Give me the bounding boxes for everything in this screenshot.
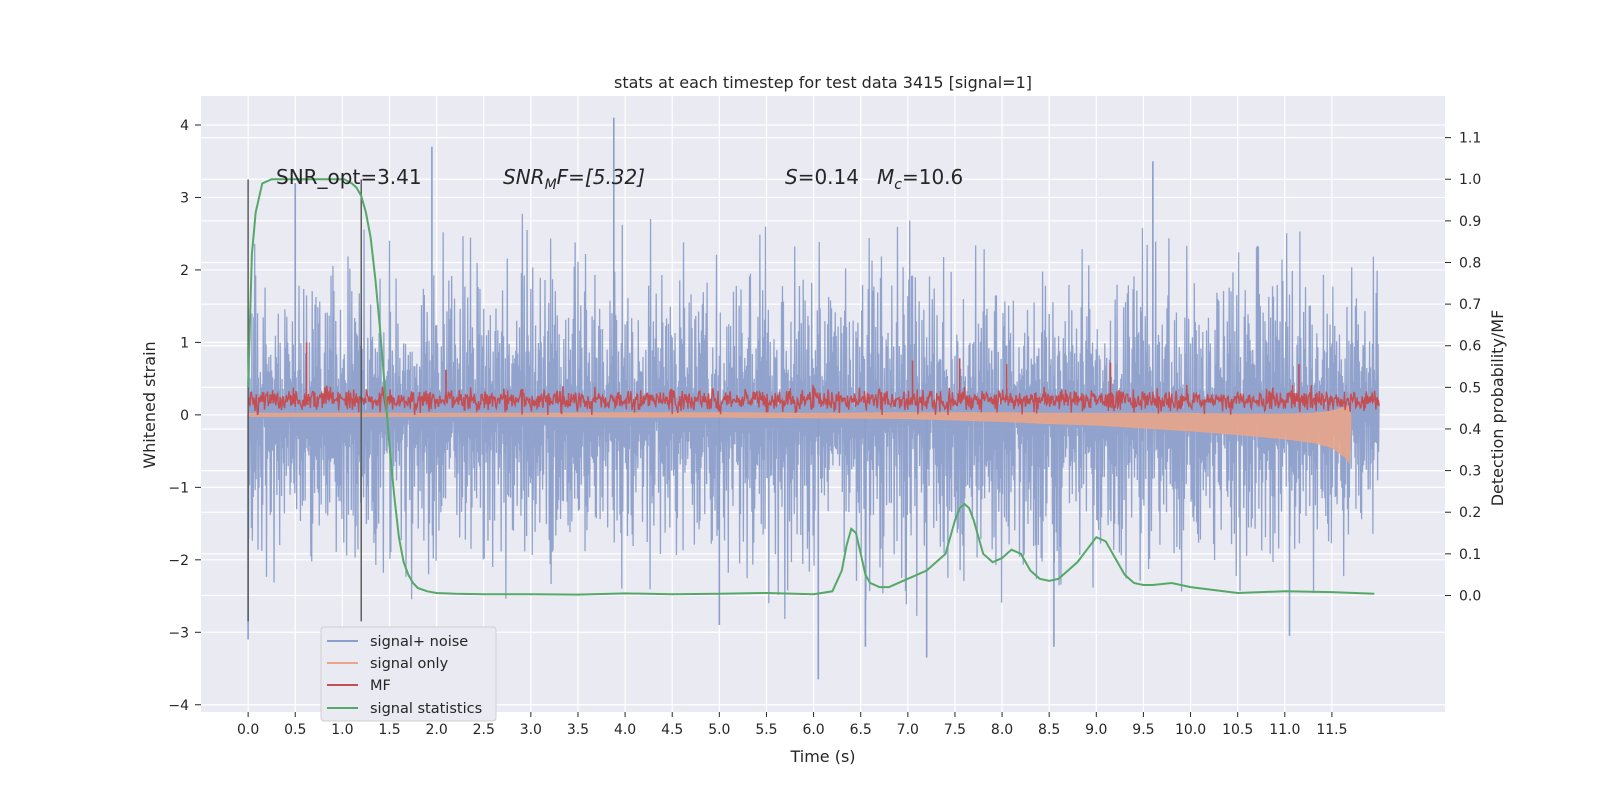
y-tick-label: 4: [180, 118, 189, 134]
x-tick-label: 5.5: [755, 722, 777, 738]
mc-label: M: [877, 165, 894, 189]
s-value: =0.14: [798, 165, 859, 189]
x-tick-label: 11.5: [1316, 722, 1347, 738]
y2-tick-label: 0.9: [1459, 214, 1481, 230]
x-tick-label: 1.5: [378, 722, 400, 738]
y2-tick-label: 1.0: [1459, 172, 1481, 188]
x-tick-label: 6.0: [802, 722, 824, 738]
x-tick-label: 10.5: [1222, 722, 1253, 738]
signal-only-trace: [247, 405, 1352, 465]
legend-label-mf: MF: [370, 678, 391, 694]
mf-trace: [247, 384, 1380, 416]
x-tick-label: 11.0: [1269, 722, 1300, 738]
x-tick-label: 9.0: [1085, 722, 1107, 738]
x-tick-label: 5.0: [708, 722, 730, 738]
y-axis-label: Whitened strain: [140, 341, 159, 468]
y-tick-label: 3: [180, 190, 189, 206]
annotation-snr-opt: SNR_opt=3.41: [276, 165, 422, 189]
y2-tick-label: 0.2: [1459, 505, 1481, 521]
x-tick-label: 4.0: [614, 722, 636, 738]
x-tick-label: 8.0: [991, 722, 1013, 738]
legend-label-noise: signal+ noise: [370, 634, 468, 650]
legend-label-stats: signal statistics: [370, 701, 482, 717]
annotation-snr-mf: SNRMF=[5.32]: [503, 165, 645, 193]
x-tick-label: 9.5: [1132, 722, 1154, 738]
chart-title: stats at each timestep for test data 341…: [614, 73, 1032, 92]
annotation-s-mc: S=0.14 Mc=10.6: [785, 165, 963, 193]
x-tick-labels: 0.0 0.5 1.0 1.5 2.0 2.5 3.0 3.5 4.0 4.5 5.0 5.5 6.0 6…: [237, 712, 1347, 738]
y2-tick-label: 1.1: [1459, 131, 1481, 147]
x-axis-label: Time (s): [789, 747, 855, 766]
vertical-markers: [247, 179, 362, 622]
y2-tick-label: 0.5: [1459, 380, 1481, 396]
y2-tick-label: 0.4: [1459, 422, 1481, 438]
s-label: S: [785, 165, 798, 189]
x-tick-label: 7.5: [944, 722, 966, 738]
signal-only-series: [247, 405, 1352, 465]
x-tick-label: 2.5: [473, 722, 495, 738]
y-tick-label: 1: [180, 335, 189, 351]
mc-value: =10.6: [902, 165, 963, 189]
y-tick-label: −1: [168, 480, 189, 496]
signal-statistics-trace: [247, 178, 1375, 596]
x-tick-label: 0.5: [284, 722, 306, 738]
y-tick-label: −2: [168, 553, 189, 569]
x-tick-label: 8.5: [1038, 722, 1060, 738]
snr-mf-italic: SNR: [503, 165, 545, 189]
x-tick-label: 1.0: [331, 722, 353, 738]
mc-sub: c: [894, 177, 902, 193]
x-tick-label: 10.0: [1175, 722, 1206, 738]
signal-statistics-series: [247, 178, 1375, 596]
legend-label-signal-only: signal only: [370, 656, 449, 672]
y2-tick-label: 0.6: [1459, 339, 1481, 355]
y-tick-label: −3: [168, 625, 189, 641]
legend: signal+ noise signal only MF signal stat…: [320, 626, 497, 722]
x-tick-label: 7.0: [897, 722, 919, 738]
x-tick-label: 6.5: [850, 722, 872, 738]
y-tick-label: 2: [180, 263, 189, 279]
x-tick-label: 2.0: [425, 722, 447, 738]
x-tick-label: 3.0: [520, 722, 542, 738]
y2-tick-labels: 1.1 1.0 0.9 0.8 0.7 0.6 0.5 0.4 0.3 0.2 0.1 0.0: [1445, 131, 1481, 604]
snr-mf-sub: M: [545, 177, 557, 193]
y2-tick-label: 0.3: [1459, 464, 1481, 480]
y-tick-label: −4: [168, 698, 189, 714]
noise-trace: [247, 213, 1380, 619]
y2-tick-label: 0.0: [1459, 588, 1481, 604]
mf-series: [247, 342, 1380, 416]
y-tick-labels: 4 3 2 1 0 −1 −2 −3 −4: [168, 118, 201, 714]
legend-box: [320, 626, 497, 722]
x-tick-label: 3.5: [567, 722, 589, 738]
y-tick-label: 0: [180, 408, 189, 424]
y2-tick-label: 0.8: [1459, 255, 1481, 271]
snr-mf-rest: F=[5.32]: [557, 165, 645, 189]
x-tick-label: 4.5: [661, 722, 683, 738]
y2-tick-label: 0.1: [1459, 547, 1481, 563]
y2-tick-label: 0.7: [1459, 297, 1481, 313]
x-tick-label: 0.0: [237, 722, 259, 738]
y2-axis-label: Detection probability/MF: [1488, 310, 1507, 507]
